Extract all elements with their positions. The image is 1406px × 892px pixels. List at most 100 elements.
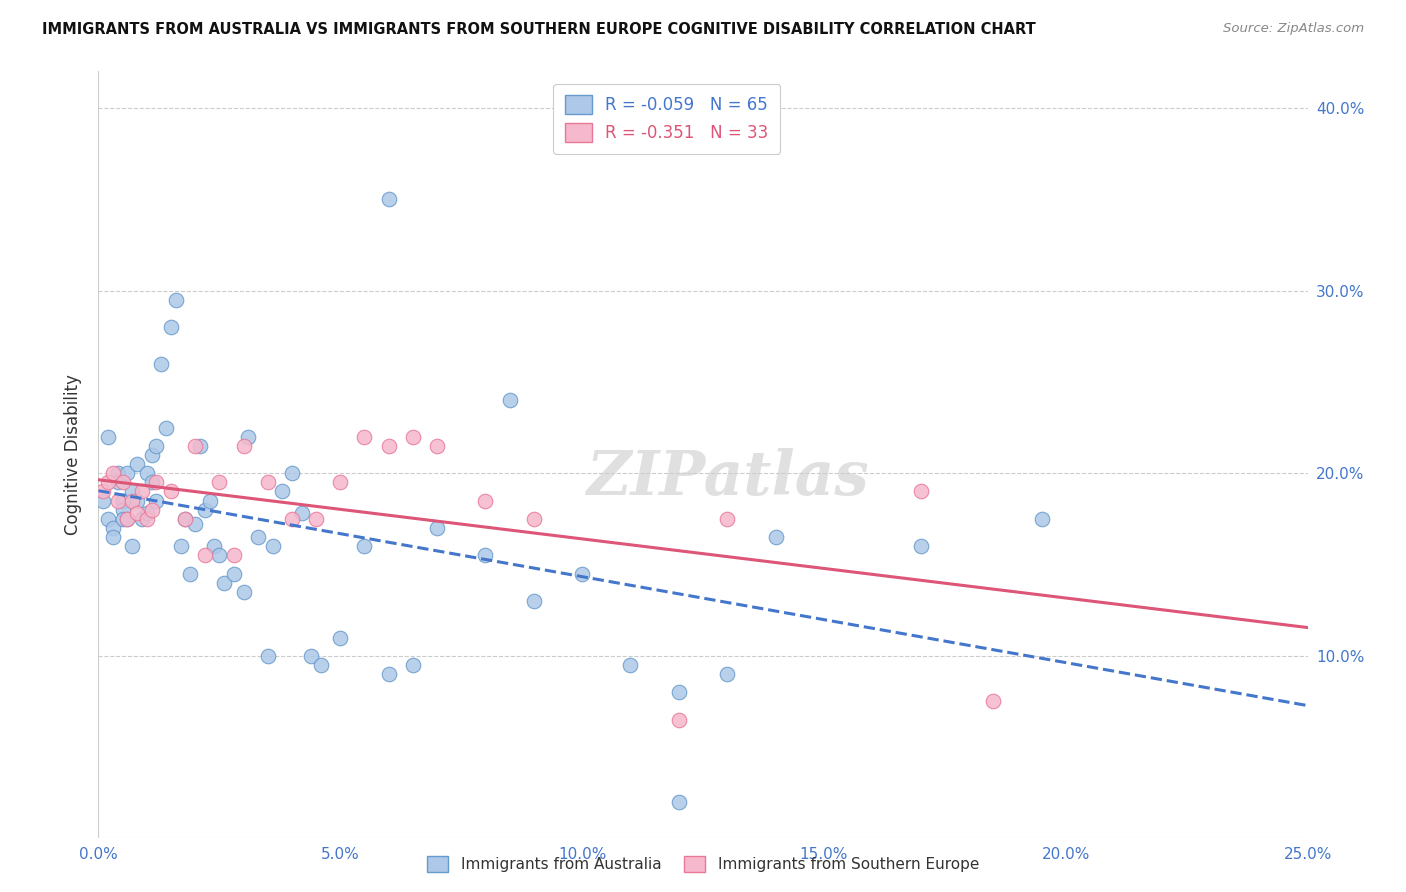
Point bbox=[910, 484, 932, 499]
Point bbox=[377, 192, 399, 206]
Point bbox=[169, 539, 191, 553]
Point bbox=[160, 484, 183, 499]
Point bbox=[474, 493, 496, 508]
Point bbox=[135, 507, 157, 521]
Point bbox=[222, 549, 245, 563]
Point bbox=[426, 439, 449, 453]
Point bbox=[150, 357, 173, 371]
Point bbox=[194, 502, 217, 516]
Point bbox=[377, 439, 399, 453]
Point bbox=[91, 493, 114, 508]
Point bbox=[97, 430, 120, 444]
Point bbox=[668, 685, 690, 699]
Point bbox=[91, 484, 114, 499]
Point bbox=[145, 439, 167, 453]
Point bbox=[474, 549, 496, 563]
Text: IMMIGRANTS FROM AUSTRALIA VS IMMIGRANTS FROM SOUTHERN EUROPE COGNITIVE DISABILIT: IMMIGRANTS FROM AUSTRALIA VS IMMIGRANTS … bbox=[42, 22, 1036, 37]
Point bbox=[523, 594, 546, 608]
Point bbox=[198, 493, 221, 508]
Point bbox=[619, 657, 641, 672]
Point bbox=[523, 512, 546, 526]
Point bbox=[97, 512, 120, 526]
Point bbox=[107, 475, 129, 490]
Point bbox=[97, 475, 120, 490]
Point bbox=[329, 475, 352, 490]
Point bbox=[155, 420, 177, 434]
Point bbox=[571, 566, 593, 581]
Point bbox=[184, 517, 207, 532]
Point bbox=[111, 493, 134, 508]
Point bbox=[402, 430, 425, 444]
Point bbox=[204, 539, 226, 553]
Point bbox=[377, 667, 399, 681]
Point bbox=[256, 475, 278, 490]
Point bbox=[101, 521, 124, 535]
Point bbox=[141, 475, 163, 490]
Point bbox=[179, 566, 201, 581]
Point bbox=[101, 530, 124, 544]
Point bbox=[121, 484, 143, 499]
Point bbox=[141, 502, 163, 516]
Point bbox=[247, 530, 270, 544]
Point bbox=[402, 657, 425, 672]
Point bbox=[111, 475, 134, 490]
Point bbox=[305, 512, 328, 526]
Point bbox=[208, 475, 231, 490]
Point bbox=[309, 657, 332, 672]
Point bbox=[121, 493, 143, 508]
Point bbox=[145, 475, 167, 490]
Point bbox=[222, 566, 245, 581]
Point bbox=[271, 484, 294, 499]
Point bbox=[329, 631, 352, 645]
Point bbox=[910, 539, 932, 553]
Point bbox=[765, 530, 787, 544]
Point bbox=[281, 512, 304, 526]
Point bbox=[141, 448, 163, 462]
Point bbox=[232, 585, 254, 599]
Point bbox=[668, 795, 690, 809]
Point bbox=[981, 694, 1004, 708]
Point bbox=[135, 466, 157, 480]
Point bbox=[426, 521, 449, 535]
Point bbox=[194, 549, 217, 563]
Point bbox=[208, 549, 231, 563]
Point bbox=[1031, 512, 1053, 526]
Point bbox=[212, 575, 235, 590]
Point bbox=[668, 713, 690, 727]
Point bbox=[716, 667, 738, 681]
Y-axis label: Cognitive Disability: Cognitive Disability bbox=[65, 375, 83, 535]
Point bbox=[107, 493, 129, 508]
Point bbox=[127, 507, 149, 521]
Point bbox=[131, 484, 153, 499]
Point bbox=[121, 539, 143, 553]
Text: Source: ZipAtlas.com: Source: ZipAtlas.com bbox=[1223, 22, 1364, 36]
Point bbox=[111, 502, 134, 516]
Text: ZIPatlas: ZIPatlas bbox=[586, 448, 869, 508]
Point bbox=[127, 493, 149, 508]
Point bbox=[131, 512, 153, 526]
Point bbox=[184, 439, 207, 453]
Legend: R = -0.059   N = 65, R = -0.351   N = 33: R = -0.059 N = 65, R = -0.351 N = 33 bbox=[554, 84, 780, 153]
Point bbox=[117, 512, 139, 526]
Point bbox=[299, 648, 322, 663]
Point bbox=[160, 320, 183, 334]
Point bbox=[101, 466, 124, 480]
Point bbox=[232, 439, 254, 453]
Point bbox=[498, 393, 520, 408]
Point bbox=[127, 457, 149, 471]
Point bbox=[135, 512, 157, 526]
Point bbox=[353, 539, 375, 553]
Point bbox=[174, 512, 197, 526]
Point bbox=[281, 466, 304, 480]
Point bbox=[165, 293, 187, 307]
Point bbox=[111, 512, 134, 526]
Point bbox=[262, 539, 284, 553]
Point bbox=[238, 430, 260, 444]
Point bbox=[117, 512, 139, 526]
Point bbox=[256, 648, 278, 663]
Point bbox=[353, 430, 375, 444]
Point bbox=[188, 439, 211, 453]
Point bbox=[107, 466, 129, 480]
Legend: Immigrants from Australia, Immigrants from Southern Europe: Immigrants from Australia, Immigrants fr… bbox=[419, 848, 987, 880]
Point bbox=[117, 466, 139, 480]
